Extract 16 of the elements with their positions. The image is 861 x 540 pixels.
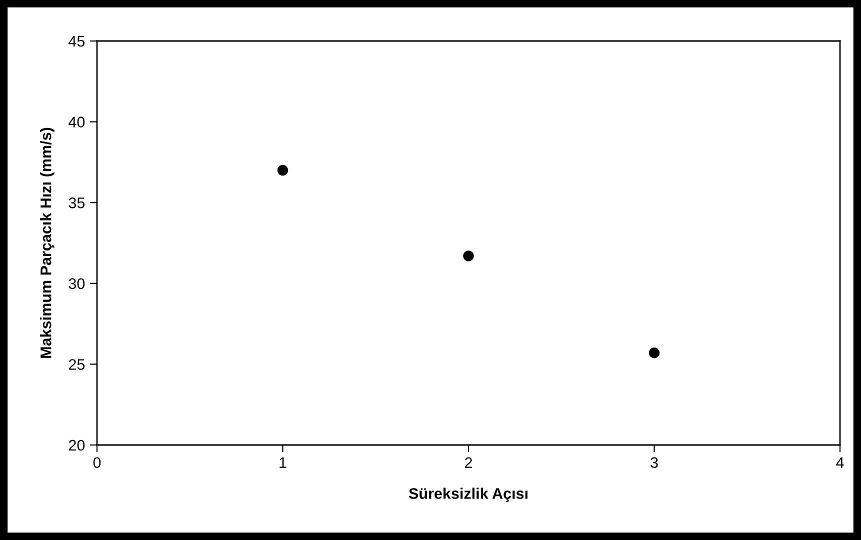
x-axis-title: Süreksizlik Açısı xyxy=(408,488,528,502)
y-tick-label: 25 xyxy=(68,359,85,370)
y-tick-label: 20 xyxy=(68,440,85,451)
x-tick-label: 4 xyxy=(836,457,844,468)
x-tick-label: 2 xyxy=(465,457,472,468)
y-tick-label: 35 xyxy=(68,197,85,208)
point xyxy=(277,164,288,176)
x-tick-label: 0 xyxy=(93,457,101,468)
x-tick-label: 3 xyxy=(650,457,658,468)
y-tick-label: 45 xyxy=(68,36,85,47)
y-axis-title: Maksimum Parçacık Hızı (mm/s) xyxy=(40,128,54,358)
point xyxy=(463,250,474,262)
y-tick-label: 30 xyxy=(68,278,85,290)
y-tick-label: 40 xyxy=(68,116,85,128)
x-tick-label: 1 xyxy=(280,457,286,468)
point xyxy=(648,348,660,358)
